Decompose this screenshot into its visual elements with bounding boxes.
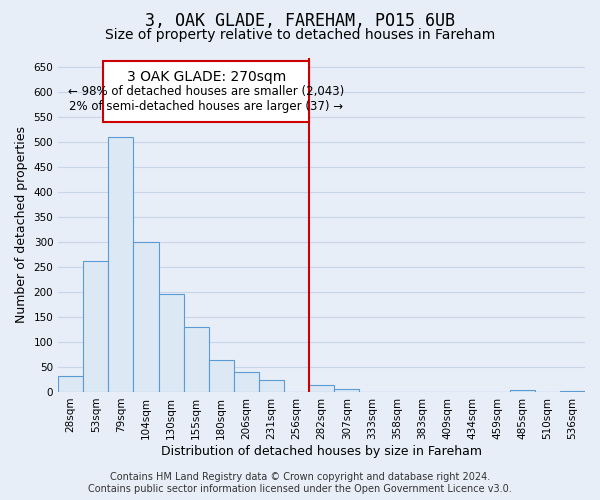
Bar	[109, 137, 133, 392]
Y-axis label: Number of detached properties: Number of detached properties	[15, 126, 28, 323]
Bar	[184, 326, 209, 392]
Bar	[560, 391, 585, 392]
Bar	[158, 294, 184, 392]
Text: 2% of semi-detached houses are larger (37) →: 2% of semi-detached houses are larger (3…	[69, 100, 343, 114]
X-axis label: Distribution of detached houses by size in Fareham: Distribution of detached houses by size …	[161, 444, 482, 458]
Text: 3 OAK GLADE: 270sqm: 3 OAK GLADE: 270sqm	[127, 70, 286, 85]
Text: Size of property relative to detached houses in Fareham: Size of property relative to detached ho…	[105, 28, 495, 42]
Bar	[234, 372, 259, 392]
Bar	[510, 390, 535, 392]
Bar	[83, 260, 109, 392]
Text: Contains HM Land Registry data © Crown copyright and database right 2024.
Contai: Contains HM Land Registry data © Crown c…	[88, 472, 512, 494]
Bar	[133, 242, 158, 392]
Bar	[58, 376, 83, 392]
Bar	[209, 360, 234, 392]
Bar	[259, 380, 284, 392]
Text: 3, OAK GLADE, FAREHAM, PO15 6UB: 3, OAK GLADE, FAREHAM, PO15 6UB	[145, 12, 455, 30]
Bar	[334, 390, 359, 392]
Bar	[309, 386, 334, 392]
FancyBboxPatch shape	[103, 62, 309, 122]
Text: ← 98% of detached houses are smaller (2,043): ← 98% of detached houses are smaller (2,…	[68, 86, 344, 98]
